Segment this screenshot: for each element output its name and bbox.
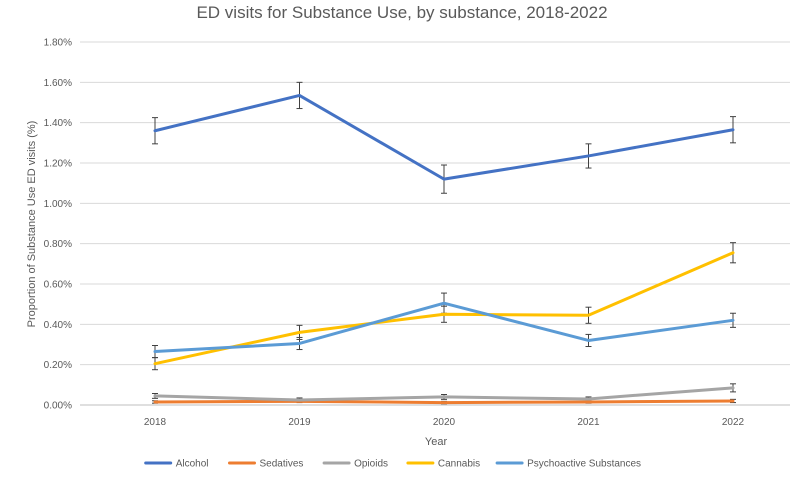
x-tick-label: 2020 [433,417,456,428]
legend-entry: Cannabis [406,459,480,470]
legend-label: Psychoactive Substances [527,459,641,470]
y-tick-label: 0.80% [44,239,72,250]
y-tick-label: 1.20% [44,159,72,170]
y-tick-label: 0.00% [44,401,72,412]
y-axis-ticks: 0.00% 0.20% 0.40% 0.60% 0.80% 1.00% 1.20% 1.40%… [44,38,72,412]
legend-entry: Psychoactive Substances [495,459,641,470]
x-axis-label: Year [425,436,448,448]
x-tick-label: 2018 [144,417,167,428]
legend-entry: Opioids [322,459,388,470]
y-tick-label: 1.40% [44,118,72,129]
y-axis-label: Proportion of Substance Use ED visits (%… [26,121,38,328]
y-tick-label: 0.60% [44,280,72,291]
series-line [153,251,735,366]
legend-entry: Sedatives [228,459,304,470]
y-tick-label: 1.60% [44,78,72,89]
legend-label: Opioids [354,459,388,470]
chart-title: ED visits for Substance Use, by substanc… [196,3,607,22]
legend-label: Cannabis [438,459,480,470]
y-tick-label: 1.80% [44,38,72,49]
x-axis-ticks: 2018 2019 2020 2021 2022 [144,417,745,428]
error-bars [152,81,736,405]
y-tick-label: 0.20% [44,360,72,371]
gridlines [80,41,790,406]
x-tick-label: 2021 [577,417,600,428]
legend-label: Alcohol [176,459,209,470]
series-line [153,301,735,354]
series-line [153,93,735,181]
series-lines [153,93,735,405]
x-tick-label: 2022 [722,417,745,428]
series-line [153,386,735,402]
y-tick-label: 0.40% [44,320,72,331]
x-tick-label: 2019 [288,417,311,428]
legend-entry: Alcohol [144,459,209,470]
legend-label: Sedatives [260,459,304,470]
series-line [153,399,735,405]
legend: Alcohol Sedatives Opioids Cannabis Psychoact… [144,459,641,470]
y-tick-label: 1.00% [44,199,72,210]
